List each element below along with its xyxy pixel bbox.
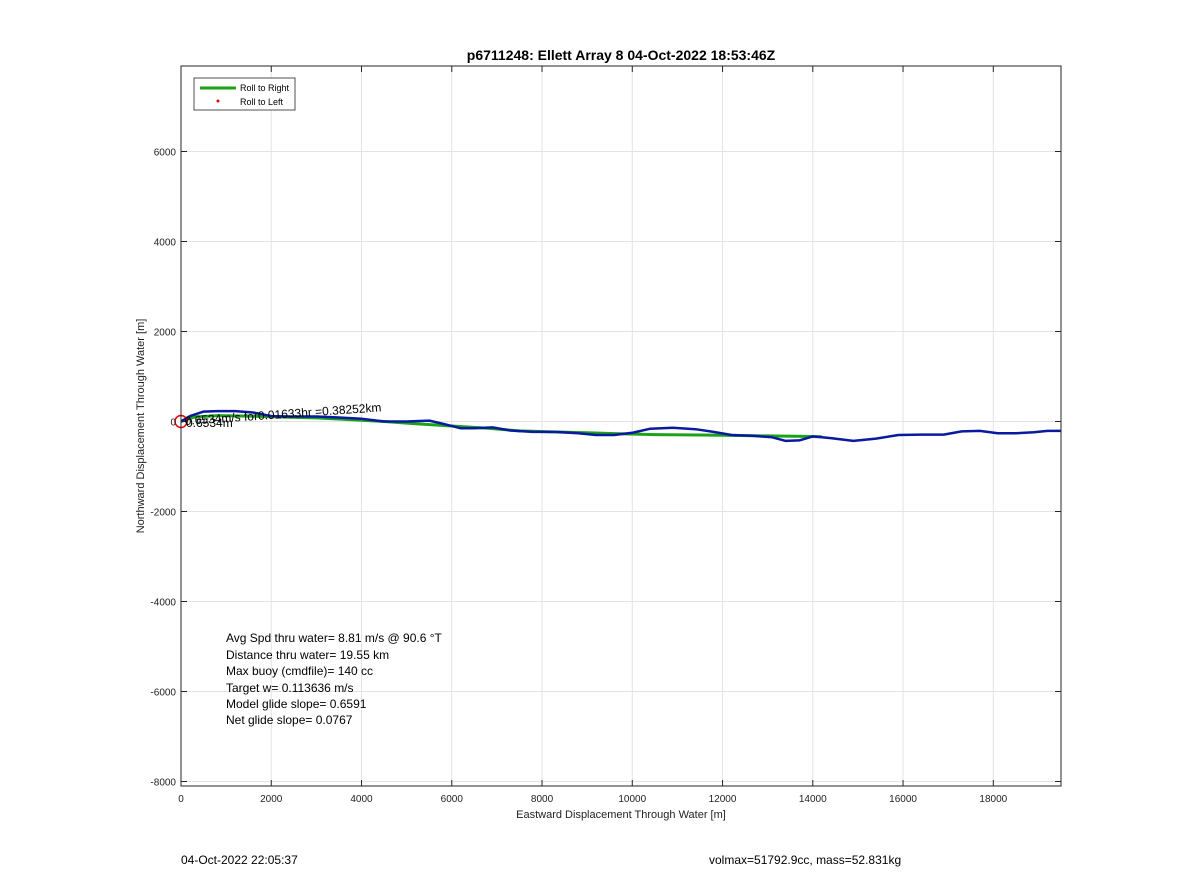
x-tick-label: 16000	[889, 794, 917, 805]
x-tick-label: 8000	[531, 794, 554, 805]
x-tick-label: 2000	[260, 794, 283, 805]
y-tick-label: 6000	[154, 148, 177, 159]
plot-frame	[180, 65, 1062, 787]
plot-area	[181, 66, 1061, 786]
x-tick-label: 6000	[441, 794, 464, 805]
legend: Roll to Right Roll to Left	[193, 77, 296, 111]
x-tick-label: 10000	[618, 794, 646, 805]
y-ticks: -8000 -6000 -4000 -2000 0 2000 4000 6000	[150, 148, 1061, 789]
x-ticks: 0 2000 4000 6000 8000 10000 12000 14000 16000 180…	[178, 66, 1008, 805]
grid	[180, 66, 1061, 786]
track-water-path-line	[180, 409, 1061, 443]
y-tick-label: -8000	[150, 778, 176, 789]
footer-timestamp: 04-Oct-2022 22:05:37	[181, 853, 298, 867]
stat-distance: Distance thru water= 19.55 km	[226, 648, 389, 662]
x-tick-label: 18000	[979, 794, 1007, 805]
y-tick-label: 4000	[154, 238, 177, 249]
footer-mass-info: volmax=51792.9cc, mass=52.831kg	[709, 853, 902, 867]
series-layer	[180, 409, 1061, 443]
y-tick-label: 2000	[154, 328, 177, 339]
stat-net-glide: Net glide slope= 0.0767	[226, 713, 353, 727]
y-tick-label: 0	[170, 418, 176, 429]
x-tick-label: 12000	[709, 794, 737, 805]
legend-label-roll-left: Roll to Left	[240, 97, 284, 107]
y-tick-label: -6000	[150, 688, 176, 699]
stats-block: Avg Spd thru water= 8.81 m/s @ 90.6 °T D…	[226, 631, 443, 727]
chart-title: p6711248: Ellett Array 8 04-Oct-2022 18:…	[467, 47, 776, 63]
x-axis-label: Eastward Displacement Through Water [m]	[516, 809, 726, 821]
stat-target-w: Target w= 0.113636 m/s	[226, 681, 354, 695]
legend-label-roll-right: Roll to Right	[240, 83, 290, 93]
x-tick-label: 4000	[350, 794, 373, 805]
stat-avg-speed: Avg Spd thru water= 8.81 m/s @ 90.6 °T	[226, 631, 443, 645]
legend-box	[193, 77, 296, 111]
x-tick-label: 14000	[799, 794, 827, 805]
y-tick-label: -4000	[150, 598, 176, 609]
stat-max-buoy: Max buoy (cmdfile)= 140 cc	[226, 664, 373, 678]
point-label-short: 0.6534m	[186, 416, 233, 430]
x-tick-label: 0	[178, 794, 184, 805]
stat-model-glide: Model glide slope= 0.6591	[226, 697, 367, 711]
y-tick-label: -2000	[150, 508, 176, 519]
legend-dot-left-roll	[216, 99, 220, 103]
y-axis-label: Northward Displacement Through Water [m]	[135, 319, 147, 534]
